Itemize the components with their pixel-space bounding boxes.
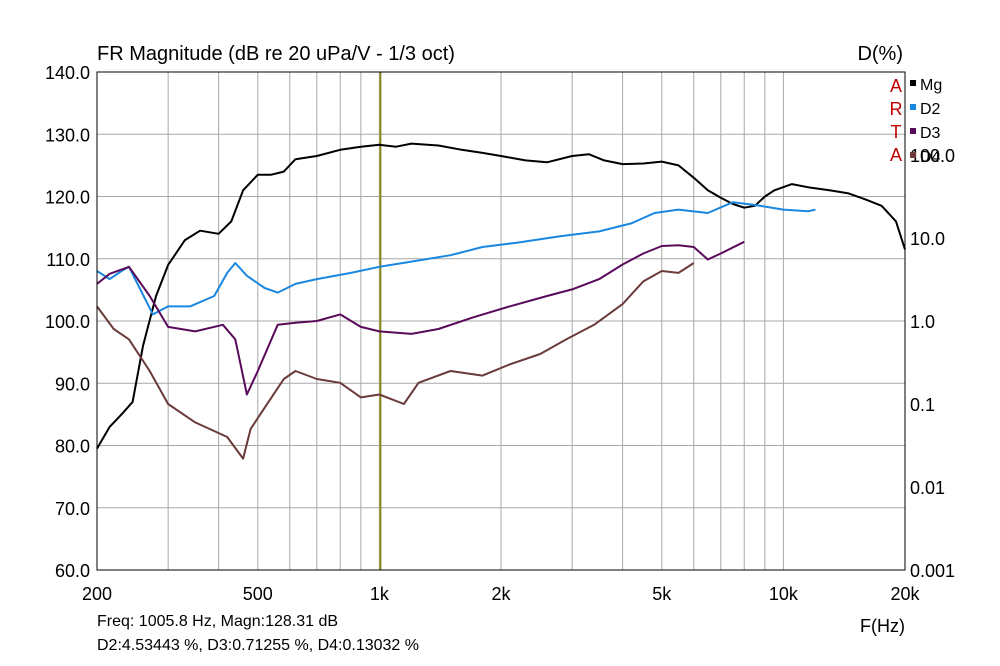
legend-label-d4: D4: [920, 149, 941, 166]
right-tick-labels: 100.0 10.0 1.0 0.1 0.01 0.001: [910, 146, 955, 581]
right-tick-label: 10.0: [910, 229, 945, 249]
x-axis-label: F(Hz): [860, 616, 905, 636]
legend-label-d3: D3: [920, 125, 941, 142]
series-line-d3: [96, 240, 745, 396]
x-tick-label: 20k: [890, 584, 920, 604]
legend-swatch-d4: [910, 152, 916, 158]
series-line-d4: [96, 262, 695, 460]
legend-label-mg: Mg: [920, 77, 942, 94]
y-tick-label: 70.0: [55, 499, 90, 519]
brand-letter: A: [890, 145, 902, 165]
x-tick-label: 200: [82, 584, 112, 604]
x-tick-label: 10k: [769, 584, 799, 604]
right-tick-label: 0.1: [910, 395, 935, 415]
y-tick-label: 140.0: [45, 63, 90, 83]
y-tick-label: 100.0: [45, 312, 90, 332]
series-layer: [96, 142, 906, 460]
x-tick-labels: 200 500 1k 2k 5k 10k 20k: [82, 584, 921, 604]
legend-swatch-mg: [910, 80, 916, 86]
plot-frame: [96, 71, 906, 571]
left-tick-labels: 140.0 130.0 120.0 110.0 100.0 90.0 80.0 70.0 60.…: [45, 63, 90, 581]
cursor-readout-distortion: D2:4.53443 %, D3:0.71255 %, D4:0.13032 %: [97, 637, 419, 654]
grid: [97, 72, 905, 570]
legend-swatch-d3: [910, 128, 916, 134]
y-tick-label: 80.0: [55, 437, 90, 457]
x-tick-label: 2k: [491, 584, 511, 604]
right-tick-label: 0.001: [910, 561, 955, 581]
brand-letter: R: [890, 99, 903, 119]
y-tick-label: 110.0: [46, 250, 90, 270]
brand-letter: A: [890, 76, 902, 96]
chart-title: FR Magnitude (dB re 20 uPa/V - 1/3 oct): [97, 43, 455, 65]
right-tick-label: 0.01: [910, 478, 945, 498]
legend-label-d2: D2: [920, 101, 941, 118]
x-tick-label: 500: [243, 584, 273, 604]
right-tick-label: 1.0: [910, 312, 935, 332]
legend-swatch-d2: [910, 104, 916, 110]
x-tick-label: 5k: [652, 584, 672, 604]
x-tick-label: 1k: [370, 584, 390, 604]
y-tick-label: 120.0: [45, 188, 90, 208]
right-tick-label: 100.0: [910, 146, 955, 166]
y-tick-label: 60.0: [55, 561, 90, 581]
y-tick-label: 90.0: [55, 374, 90, 394]
y-tick-label: 130.0: [45, 125, 90, 145]
cursor-readout-freq: Freq: 1005.8 Hz, Magn:128.31 dB: [97, 613, 339, 630]
right-axis-label: D(%): [857, 43, 903, 65]
series-line-mg: [96, 142, 906, 450]
brand-letter: T: [891, 122, 902, 142]
legend: Mg D2 D3 D4: [910, 77, 942, 166]
